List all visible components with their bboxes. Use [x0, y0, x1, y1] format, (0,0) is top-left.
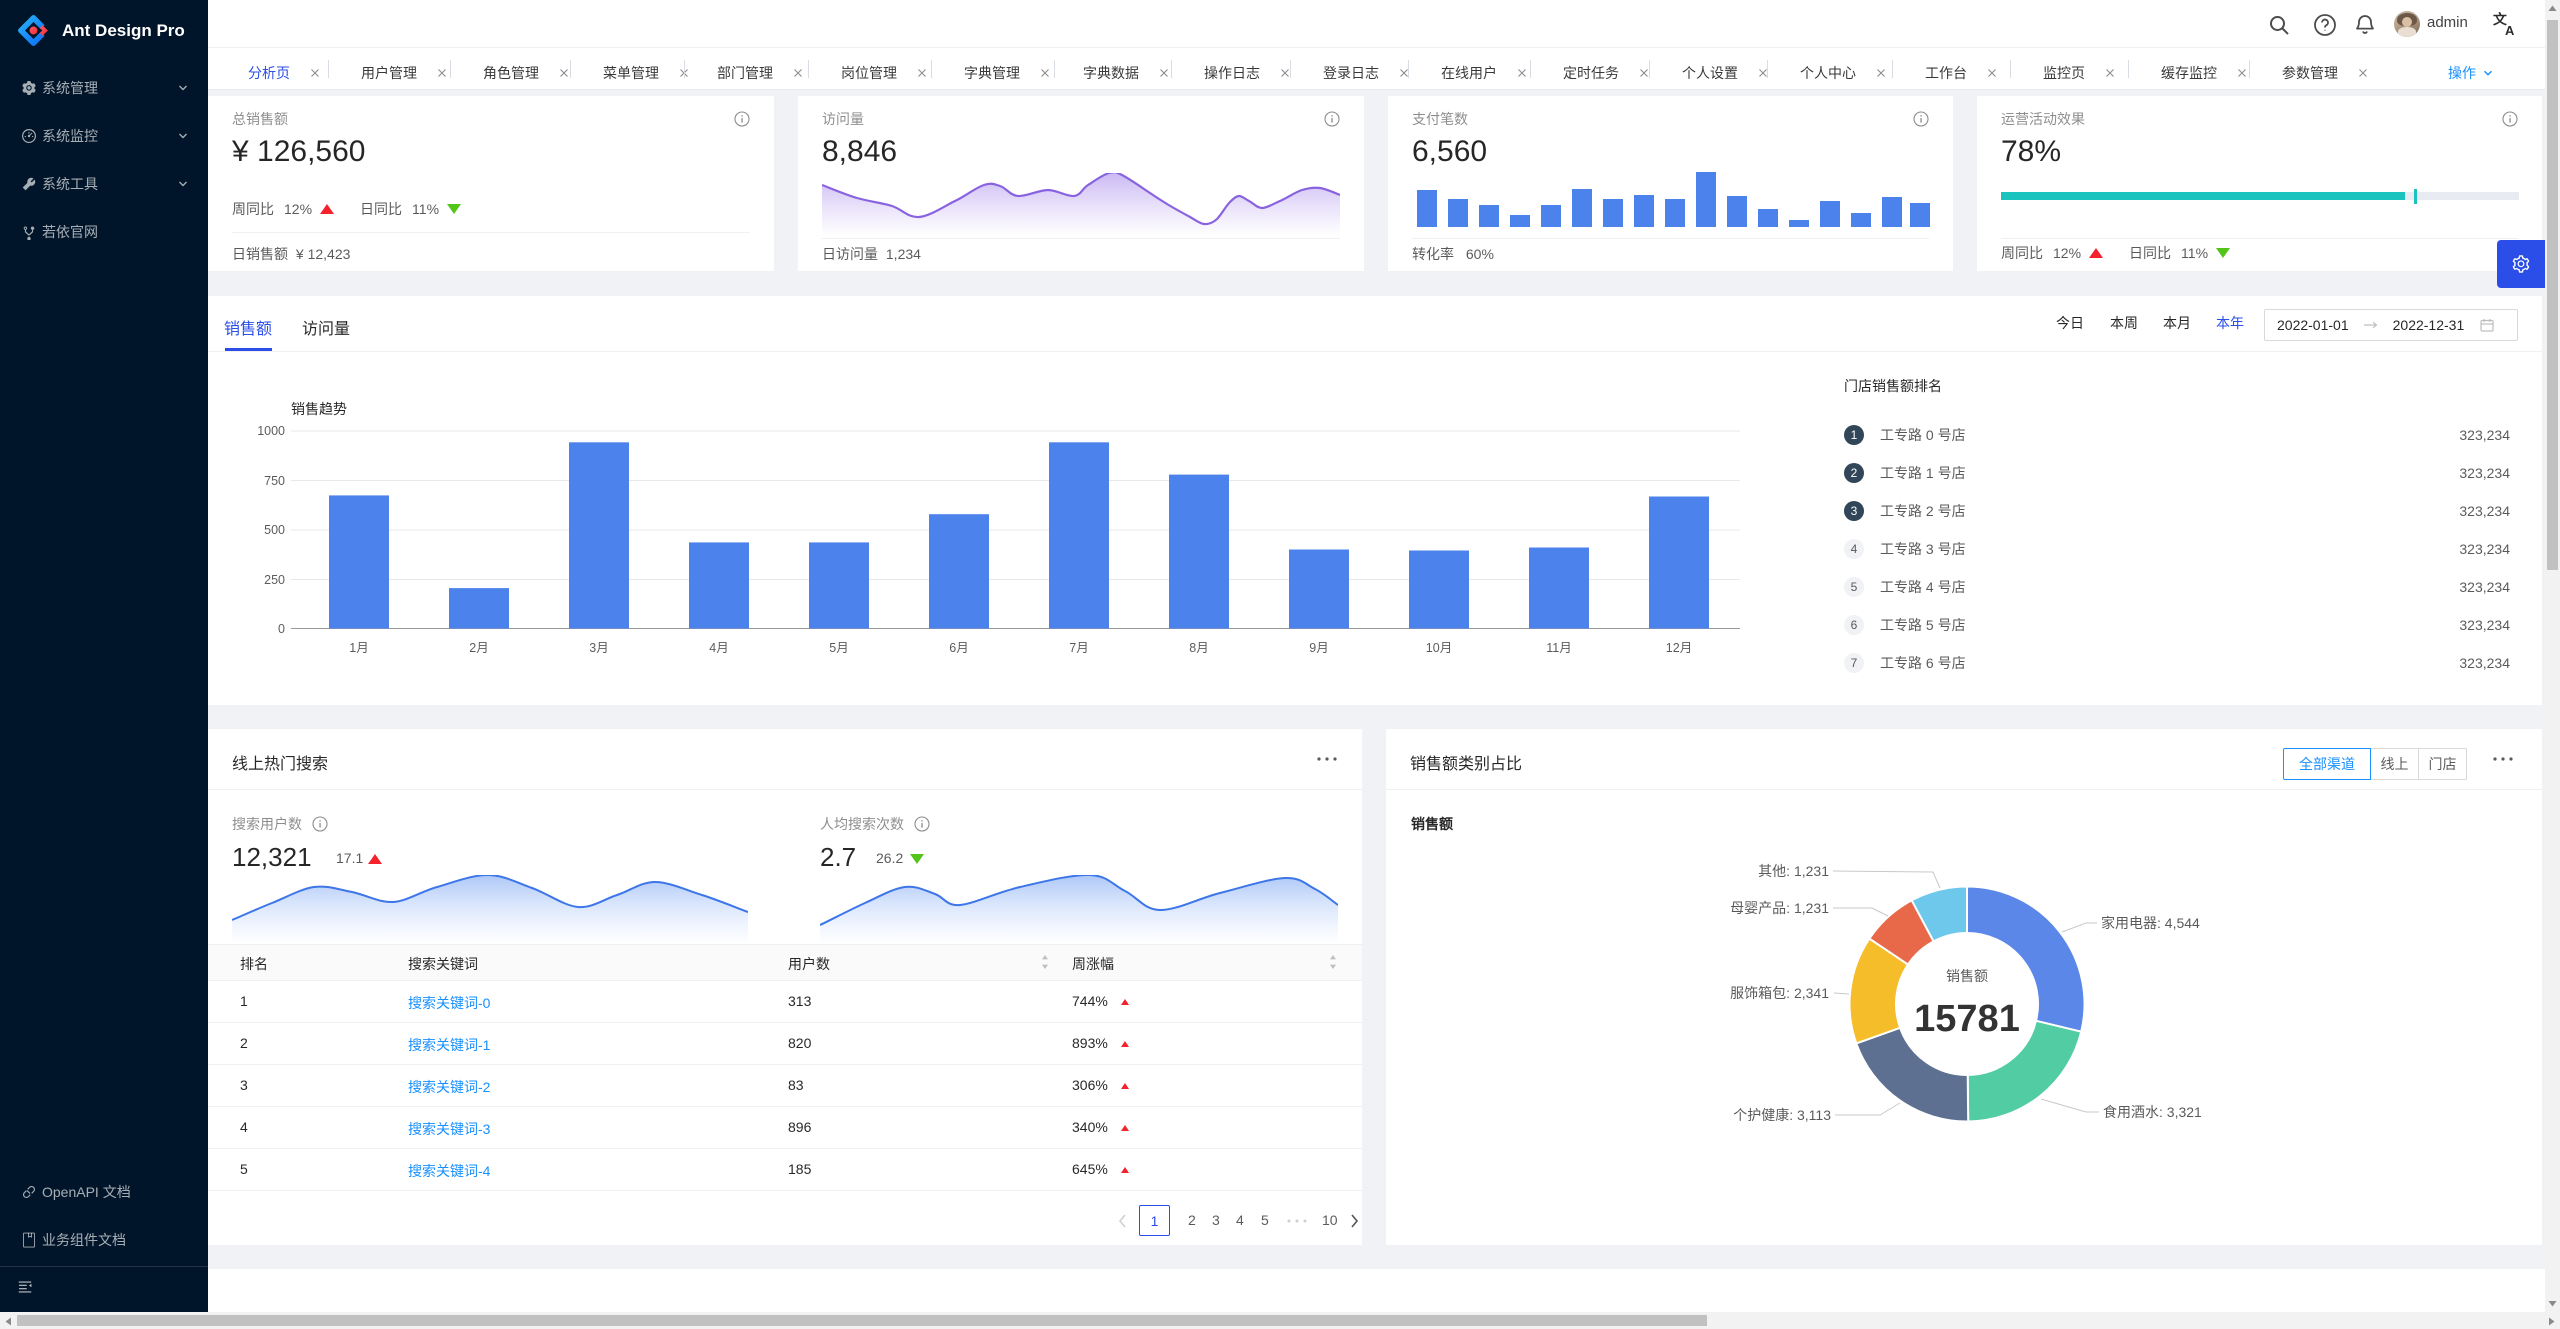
- svg-text:食用酒水: 3,321: 食用酒水: 3,321: [2103, 1104, 2202, 1120]
- svg-text:4月: 4月: [709, 641, 728, 655]
- svg-text:11月: 11月: [1546, 641, 1571, 655]
- svg-text:1月: 1月: [349, 641, 368, 655]
- svg-text:12月: 12月: [1666, 641, 1692, 655]
- svg-text:5月: 5月: [829, 641, 848, 655]
- svg-text:文: 文: [2493, 12, 2507, 27]
- svg-text:15781: 15781: [1914, 998, 2020, 1040]
- svg-text:家用电器: 4,544: 家用电器: 4,544: [2101, 915, 2200, 931]
- svg-text:母婴产品: 1,231: 母婴产品: 1,231: [1730, 900, 1829, 916]
- svg-text:250: 250: [264, 573, 285, 587]
- svg-text:个护健康: 3,113: 个护健康: 3,113: [1733, 1107, 1831, 1123]
- svg-text:500: 500: [264, 523, 285, 537]
- svg-text:750: 750: [264, 474, 285, 488]
- svg-text:8月: 8月: [1189, 641, 1208, 655]
- svg-text:2月: 2月: [469, 641, 488, 655]
- svg-text:3月: 3月: [589, 641, 608, 655]
- svg-text:9月: 9月: [1309, 641, 1328, 655]
- svg-text:10月: 10月: [1426, 641, 1452, 655]
- svg-text:0: 0: [278, 622, 285, 636]
- svg-text:服饰箱包: 2,341: 服饰箱包: 2,341: [1730, 985, 1829, 1001]
- svg-text:1000: 1000: [257, 424, 285, 438]
- svg-text:A: A: [2505, 23, 2514, 36]
- svg-text:7月: 7月: [1069, 641, 1088, 655]
- svg-text:销售额: 销售额: [1946, 968, 1988, 984]
- svg-text:6月: 6月: [949, 641, 968, 655]
- svg-text:其他: 1,231: 其他: 1,231: [1758, 863, 1829, 879]
